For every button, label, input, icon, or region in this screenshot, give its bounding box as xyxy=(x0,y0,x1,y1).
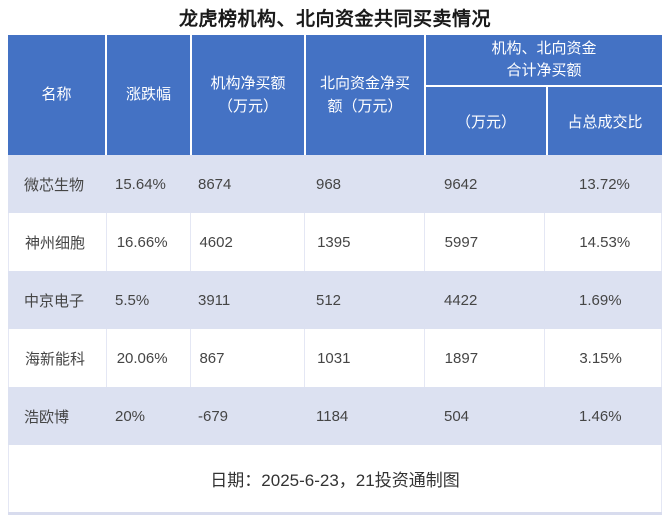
header-combined-amount-label: （万元） xyxy=(455,113,516,131)
header-combined-title: 机构、北向资金 合计净买额 xyxy=(426,35,662,87)
cell-institution-net-buy: 3911 xyxy=(198,291,231,309)
cell-name: 海新能科 xyxy=(25,350,86,368)
cell-northbound-net-buy: 1031 xyxy=(304,329,424,387)
header-combined-line1: 机构、北向资金 xyxy=(491,40,597,58)
cell-northbound-net-buy: 968 xyxy=(316,175,342,193)
cell-turnover-ratio: 1.46% xyxy=(579,407,622,425)
header-combined-group: 机构、北向资金 合计净买额 （万元） 占总成交比 xyxy=(424,35,662,155)
table-row: 神州细胞 16.66% 4602 1395 5997 14.53% xyxy=(8,213,662,271)
cell-name: 微芯生物 xyxy=(24,176,85,194)
cell-combined-amount: 504 xyxy=(444,407,470,425)
page-title: 龙虎榜机构、北向资金共同买卖情况 xyxy=(178,8,491,30)
cell-northbound-net-buy: 512 xyxy=(316,291,342,309)
header-change: 涨跌幅 xyxy=(105,35,190,155)
cell-institution-net-buy: 4602 xyxy=(190,213,304,271)
header-combined-amount: （万元） xyxy=(426,87,546,155)
cell-turnover-ratio: 13.72% xyxy=(579,175,630,193)
cell-name: 神州细胞 xyxy=(25,234,86,252)
cell-change: 20% xyxy=(115,407,146,425)
cell-northbound-net-buy: 1395 xyxy=(304,213,424,271)
header-combined-ratio: 占总成交比 xyxy=(545,87,662,155)
cell-institution-net-buy: -679 xyxy=(198,407,229,425)
header-change-label: 涨跌幅 xyxy=(125,86,171,104)
header-combined-line2: 合计净买额 xyxy=(506,62,582,79)
table-row: 微芯生物 15.64% 8674 968 9642 13.72% xyxy=(8,155,662,213)
cell-combined-amount: 1897 xyxy=(423,329,545,387)
header-name-label: 名称 xyxy=(41,86,72,104)
cell-change: 20.06% xyxy=(105,329,191,387)
cell-combined-amount: 4422 xyxy=(444,291,478,309)
cell-name: 浩欧博 xyxy=(24,408,70,426)
header-institution-line2: （万元） xyxy=(217,98,278,115)
cell-turnover-ratio: 1.69% xyxy=(579,291,622,309)
cell-turnover-ratio: 3.15% xyxy=(544,329,661,387)
header-institution-net-buy: 机构净买额 （万元） xyxy=(190,35,304,155)
cell-turnover-ratio: 14.53% xyxy=(544,213,661,271)
cell-change: 15.64% xyxy=(115,175,166,193)
header-name: 名称 xyxy=(8,35,105,155)
header-northbound-net-buy: 北向资金净买 额（万元） xyxy=(304,35,424,155)
header-combined-subrow: （万元） 占总成交比 xyxy=(426,87,662,155)
table-row: 海新能科 20.06% 867 1031 1897 3.15% xyxy=(8,329,662,387)
header-northbound-line2: 额（万元） xyxy=(327,98,403,115)
cell-change: 5.5% xyxy=(115,291,150,309)
header-institution-line1: 机构净买额 xyxy=(210,74,286,92)
data-table: 名称 涨跌幅 机构净买额 （万元） 北向资金净买 额（万元） 机构、北向资金 合… xyxy=(8,35,662,515)
header-combined-ratio-label: 占总成交比 xyxy=(567,113,643,131)
cell-combined-amount: 5997 xyxy=(423,213,545,271)
cell-northbound-net-buy: 1184 xyxy=(316,407,349,425)
table-row: 中京电子 5.5% 3911 512 4422 1.69% xyxy=(8,271,662,329)
header-northbound-line1: 北向资金净买 xyxy=(319,74,410,92)
cell-institution-net-buy: 867 xyxy=(190,329,304,387)
cell-change: 16.66% xyxy=(105,213,191,271)
table-row: 浩欧博 20% -679 1184 504 1.46% xyxy=(8,387,662,445)
cell-combined-amount: 9642 xyxy=(444,175,478,193)
cell-name: 中京电子 xyxy=(24,292,85,310)
cell-institution-net-buy: 8674 xyxy=(198,175,232,193)
date-credit-label: 日期：2025-6-23，21投资通制图 xyxy=(210,471,460,490)
table-footer: 日期：2025-6-23，21投资通制图 xyxy=(8,445,662,512)
table-header: 名称 涨跌幅 机构净买额 （万元） 北向资金净买 额（万元） 机构、北向资金 合… xyxy=(8,35,662,155)
